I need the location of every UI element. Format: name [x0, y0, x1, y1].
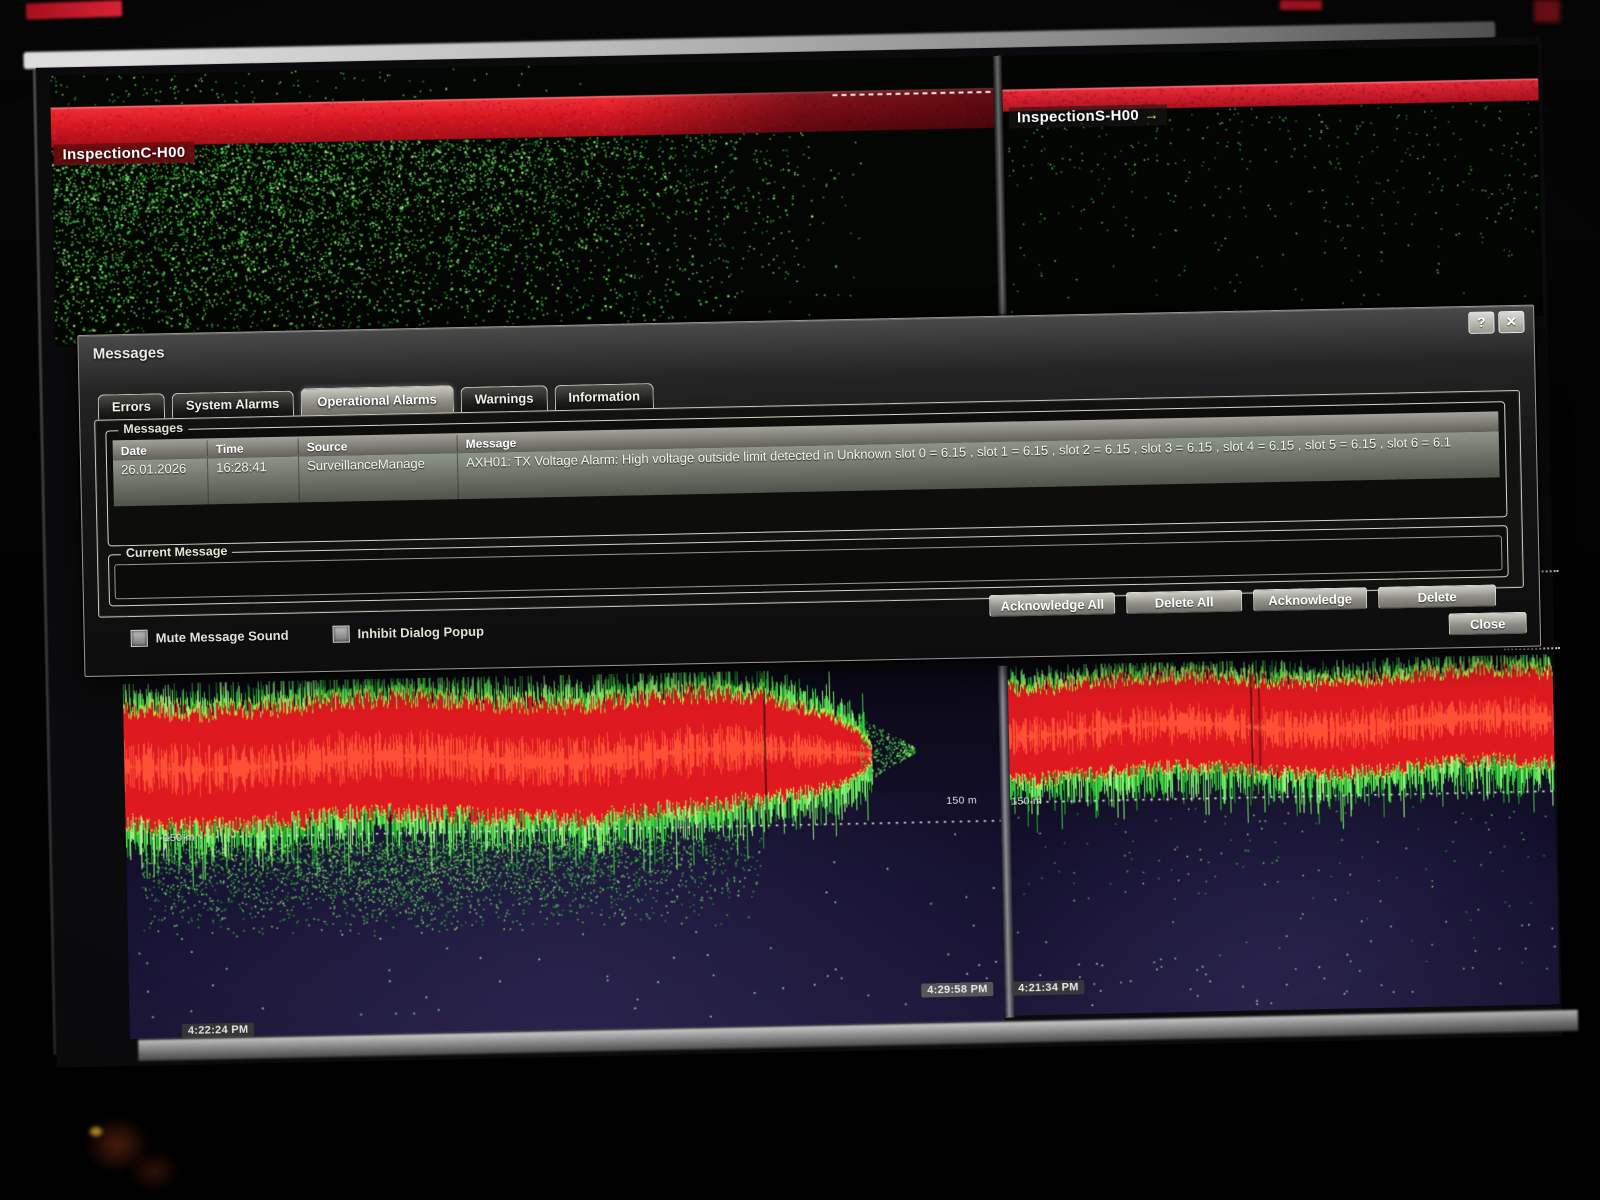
screen: InspectionC-H00 InspectionS-H00 → 150 m 1…: [23, 14, 1579, 1086]
checkbox-label: Inhibit Dialog Popup: [357, 623, 485, 642]
messages-dialog: Messages ? ✕ Errors System Alarms Operat…: [77, 304, 1542, 678]
delete-button[interactable]: Delete: [1377, 584, 1497, 609]
timestamp-badge: 4:29:58 PM: [921, 982, 994, 998]
column-header-date[interactable]: Date: [112, 440, 208, 459]
inhibit-dialog-popup-checkbox[interactable]: Inhibit Dialog Popup: [332, 623, 484, 643]
depth-label-150m: 150 m: [946, 794, 978, 807]
cell-date: 26.01.2026: [112, 458, 209, 507]
arrow-icon: →: [1143, 106, 1160, 124]
echogram-bottom-right: [1007, 654, 1560, 1016]
bezel-red-streak: [1280, 0, 1322, 10]
checkbox-icon[interactable]: [130, 629, 148, 648]
messages-group: Messages Date Time Source Message 26.01.…: [105, 401, 1508, 547]
echogram-bottom-left: [122, 665, 1005, 1040]
dialog-title: Messages: [92, 344, 165, 363]
bezel-red-streak: [1534, 0, 1560, 22]
timestamp-badge: 4:21:34 PM: [1012, 980, 1085, 996]
acknowledge-button[interactable]: Acknowledge: [1252, 587, 1368, 612]
tab-information[interactable]: Information: [554, 383, 655, 411]
close-icon[interactable]: ✕: [1498, 310, 1525, 334]
current-message-legend: Current Message: [120, 543, 233, 561]
tab-system-alarms[interactable]: System Alarms: [171, 390, 294, 419]
checkbox-icon[interactable]: [332, 625, 350, 643]
acknowledge-all-button[interactable]: Acknowledge All: [989, 592, 1116, 618]
bezel-reflection: [90, 1127, 102, 1136]
depth-label-150m: 150 m: [163, 831, 195, 845]
delete-all-button[interactable]: Delete All: [1125, 589, 1243, 615]
bezel-reflection: [128, 1150, 180, 1192]
channel-label-inspectionC: InspectionC-H00: [53, 141, 195, 166]
cell-source: SurveillanceManage: [298, 453, 459, 503]
close-button[interactable]: Close: [1448, 611, 1527, 636]
depth-label-150m: 150 m: [1011, 794, 1043, 808]
tab-errors[interactable]: Errors: [97, 393, 166, 420]
echogram-inspectionC: [49, 55, 1001, 348]
column-header-source[interactable]: Source: [298, 435, 458, 455]
column-header-time[interactable]: Time: [207, 438, 299, 457]
channel-label-text: InspectionS-H00: [1016, 106, 1140, 127]
bezel-red-streak: [25, 0, 123, 20]
tab-content-panel: Messages Date Time Source Message 26.01.…: [94, 389, 1524, 618]
messages-group-legend: Messages: [118, 420, 189, 437]
tab-warnings[interactable]: Warnings: [460, 385, 548, 413]
mute-message-sound-checkbox[interactable]: Mute Message Sound: [130, 627, 289, 648]
timestamp-badge: 4:22:24 PM: [181, 1022, 255, 1039]
echogram-inspectionS: [1001, 44, 1544, 328]
tab-operational-alarms[interactable]: Operational Alarms: [300, 385, 454, 416]
channel-label-inspectionS: InspectionS-H00 →: [1008, 104, 1168, 129]
help-icon[interactable]: ?: [1468, 311, 1495, 334]
cell-time: 16:28:41: [207, 456, 300, 505]
checkbox-label: Mute Message Sound: [155, 627, 289, 646]
